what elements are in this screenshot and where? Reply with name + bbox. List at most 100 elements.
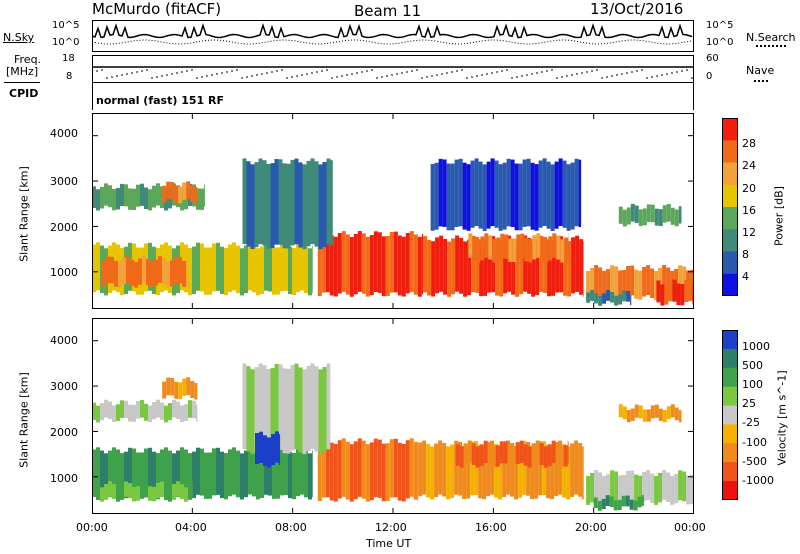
power-cell (590, 268, 595, 298)
velocity-cell (194, 382, 198, 400)
power-cell (306, 160, 311, 247)
power-ytick-3000: 3000 (50, 175, 78, 188)
velocity-cell (272, 452, 276, 499)
velocity-cell (450, 444, 455, 498)
power-cell (96, 242, 100, 291)
power-cell (574, 158, 579, 227)
velocity-cell (542, 441, 547, 496)
velocity-cell (666, 472, 671, 502)
power-cell (240, 248, 244, 296)
power-cell (543, 237, 548, 293)
velocity-cell (409, 438, 414, 497)
power-cell (365, 236, 370, 297)
power-cell (92, 186, 96, 208)
velocity-cell (136, 401, 140, 419)
velocity-cell (176, 481, 180, 497)
power-cell (146, 258, 150, 286)
velocity-ylabel: Slant Range [km] (17, 372, 31, 468)
power-cell (680, 284, 685, 306)
velocity-cell (666, 406, 671, 420)
velocity-cell (275, 431, 279, 463)
power-cell (321, 232, 326, 293)
power-cell (571, 237, 576, 294)
velocity-cell (345, 441, 350, 500)
xtick-0000: 00:00 (76, 521, 108, 534)
velocity-cell (618, 475, 623, 505)
velocity-cell (318, 369, 323, 455)
velocity-cell (140, 452, 144, 499)
velocity-cell (204, 452, 208, 499)
velocity-cell (152, 451, 156, 499)
velocity-cell (522, 440, 527, 495)
power-cell (560, 239, 565, 263)
power-cell (435, 237, 440, 294)
power-cell (162, 185, 167, 203)
velocity-cell (128, 447, 132, 495)
power-cell (242, 158, 247, 245)
velocity-cell (248, 447, 252, 495)
freq-label-2: [MHz] (6, 65, 39, 78)
power-cell (322, 162, 327, 248)
power-cell (186, 261, 188, 288)
velocity-cell (267, 437, 271, 468)
velocity-cell (503, 441, 508, 464)
power-cell (506, 158, 511, 227)
power-cell (484, 233, 489, 258)
colorbar-swatch (722, 386, 738, 407)
power-cell (108, 185, 112, 208)
power-cell (688, 278, 693, 302)
velocity-cell (518, 444, 523, 498)
power-cell (250, 164, 255, 249)
velocity-cell (164, 405, 168, 423)
power-cell (318, 164, 323, 250)
velocity-cell (252, 449, 256, 497)
power-cell (668, 279, 673, 302)
power-cell (438, 158, 443, 227)
power-cell (110, 256, 114, 284)
velocity-cell (613, 500, 618, 511)
power-cell (540, 236, 545, 261)
colorbar-swatch (722, 140, 738, 164)
velocity-cell (240, 453, 244, 500)
velocity-cell (438, 440, 443, 495)
velocity-cell (514, 446, 519, 500)
velocity-cell (300, 447, 304, 495)
velocity-cell (148, 405, 152, 423)
velocity-cell (255, 433, 259, 464)
power-cell (528, 239, 533, 263)
power-cell (462, 162, 467, 230)
velocity-cell (482, 446, 487, 500)
power-cell (329, 235, 334, 296)
velocity-cell (279, 434, 281, 465)
velocity-cell (654, 404, 659, 418)
power-cell (286, 163, 291, 249)
velocity-cell (164, 485, 168, 501)
power-cell (208, 247, 212, 295)
velocity-cell (92, 449, 96, 497)
velocity-cell (633, 500, 638, 511)
power-cell (272, 247, 276, 295)
velocity-cell (168, 403, 172, 421)
velocity-cell (100, 487, 104, 502)
power-cell (186, 181, 191, 199)
power-cell (526, 158, 531, 227)
power-cell (373, 231, 378, 292)
velocity-cell (120, 400, 124, 418)
velocity-cell (182, 378, 187, 396)
velocity-cell (250, 369, 255, 454)
power-cell (602, 270, 607, 300)
power-cell (511, 239, 516, 295)
power-cell (642, 266, 647, 297)
colorbar-swatch (722, 251, 738, 275)
power-cell (471, 235, 476, 292)
velocity-cell (462, 445, 467, 499)
velocity-cell (361, 440, 366, 499)
power-cell (417, 236, 422, 297)
velocity-cell (547, 444, 552, 466)
power-cell (626, 266, 631, 296)
power-cbar-8: 8 (742, 248, 749, 261)
velocity-cell (641, 495, 644, 506)
velocity-cell (100, 450, 104, 498)
power-cell (154, 259, 158, 286)
power-cell (381, 236, 386, 297)
